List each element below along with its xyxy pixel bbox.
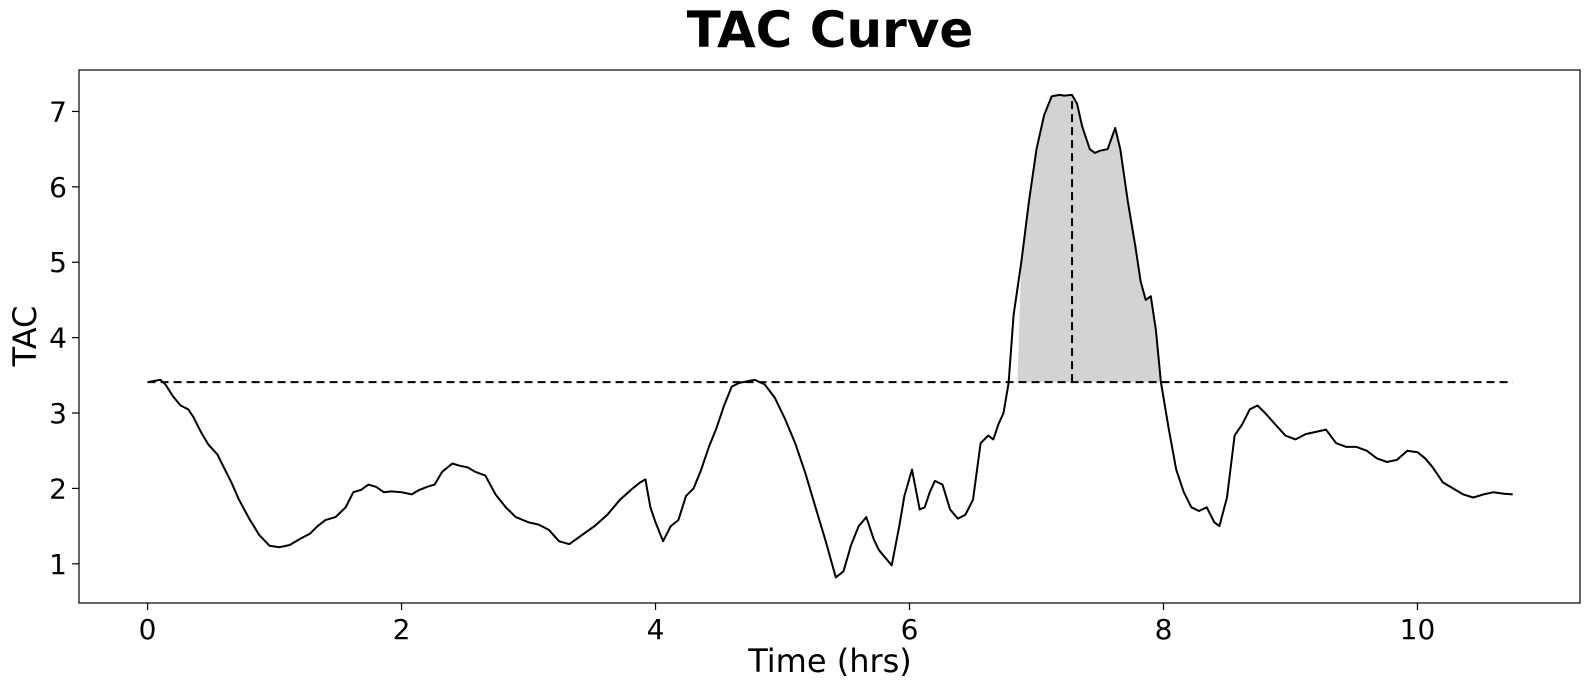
y-tick-label: 5 [49,246,67,279]
y-tick-label: 7 [49,95,67,128]
tac-series-line [147,93,1513,579]
x-tick-label: 0 [139,613,157,646]
x-axis-title: Time (hrs) [747,642,912,680]
y-axis-title: TAC [6,306,44,368]
y-tick-label: 2 [49,472,67,505]
plot-area [147,93,1513,579]
plot-frame [78,69,1581,604]
chart-title: TAC Curve [687,1,973,59]
x-tick-label: 2 [393,613,411,646]
x-tick-label: 4 [647,613,665,646]
y-tick-label: 1 [49,548,67,581]
x-tick-label: 10 [1400,613,1436,646]
shaded-area [1017,94,1161,383]
y-tick-label: 4 [49,322,67,355]
y-tick-label: 3 [49,397,67,430]
x-tick-label: 8 [1155,613,1173,646]
y-tick-label: 6 [49,171,67,204]
x-tick-label: 6 [901,613,919,646]
